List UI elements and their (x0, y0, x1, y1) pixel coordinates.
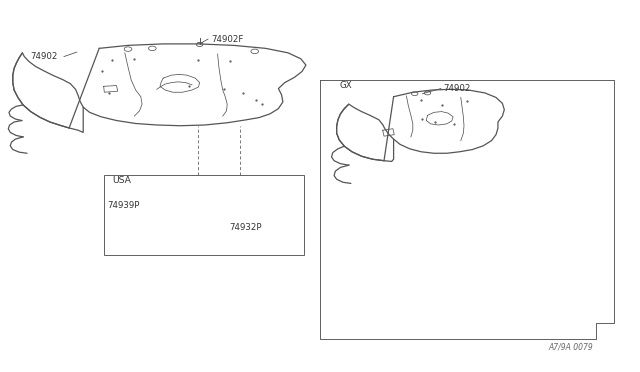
Text: GX: GX (339, 81, 352, 90)
Text: USA: USA (112, 176, 131, 185)
Text: A7/9A 0079: A7/9A 0079 (548, 342, 593, 351)
Text: 74939P: 74939P (108, 201, 140, 210)
Bar (104, 175, 304, 255)
Text: 74902F: 74902F (211, 35, 244, 44)
Text: 74902: 74902 (443, 84, 470, 93)
Text: 74932P: 74932P (229, 223, 262, 232)
Text: 74902: 74902 (31, 52, 58, 61)
